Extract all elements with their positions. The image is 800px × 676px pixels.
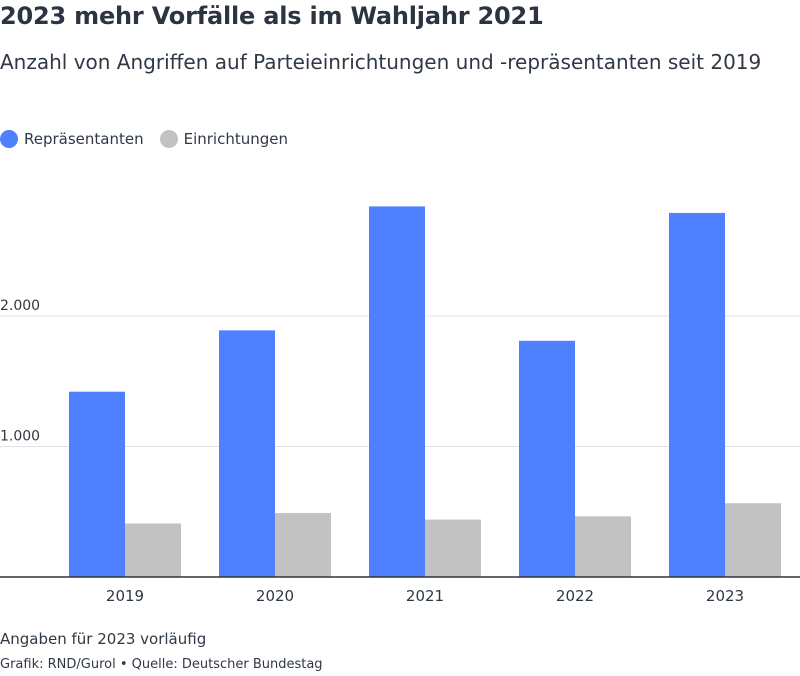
bar-einrichtungen-2023 (725, 503, 781, 577)
legend-swatch-repraesentanten (0, 130, 18, 148)
bar-repraesentanten-2021 (369, 206, 425, 577)
x-tick-label-2020: 2020 (256, 587, 294, 605)
x-tick-label-2022: 2022 (556, 587, 594, 605)
bar-repraesentanten-2019 (69, 391, 125, 577)
chart-subtitle: Anzahl von Angriffen auf Parteieinrichtu… (0, 50, 762, 74)
legend-label-repraesentanten: Repräsentanten (24, 130, 144, 148)
legend-item-einrichtungen: Einrichtungen (159, 130, 289, 148)
bar-einrichtungen-2020 (275, 513, 331, 577)
legend-label-einrichtungen: Einrichtungen (183, 130, 289, 148)
legend-swatch-einrichtungen (159, 130, 178, 148)
x-tick-label-2023: 2023 (706, 587, 744, 605)
legend-item-repraesentanten: Repräsentanten (0, 130, 144, 148)
bar-chart: 1.000 2.000 2019 2020 2021 2022 2023 (0, 206, 800, 605)
y-tick-label-1000: 1.000 (0, 429, 40, 445)
y-tick-label-2000: 2.000 (0, 298, 40, 314)
bar-repraesentanten-2020 (219, 330, 275, 577)
x-tick-label-2021: 2021 (406, 587, 444, 605)
bar-einrichtungen-2022 (575, 516, 631, 577)
bar-einrichtungen-2021 (425, 519, 481, 577)
bar-repraesentanten-2023 (669, 212, 725, 577)
bar-repraesentanten-2022 (519, 340, 575, 577)
footnote: Angaben für 2023 vorläufig (0, 630, 207, 648)
chart-title: 2023 mehr Vorfälle als im Wahljahr 2021 (0, 2, 544, 30)
source-credit: Grafik: RND/Gurol • Quelle: Deutscher Bu… (0, 657, 323, 672)
x-tick-label-2019: 2019 (106, 587, 144, 605)
bar-einrichtungen-2019 (125, 523, 181, 577)
legend: Repräsentanten Einrichtungen (0, 130, 304, 148)
